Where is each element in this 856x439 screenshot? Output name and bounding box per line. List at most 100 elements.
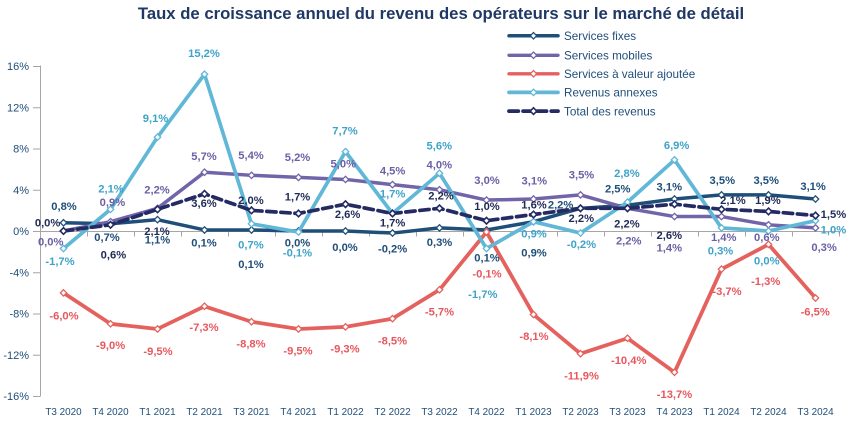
svg-text:4,0%: 4,0% <box>427 159 453 171</box>
svg-text:-6,0%: -6,0% <box>49 310 78 322</box>
svg-text:T1 2023: T1 2023 <box>515 407 552 418</box>
svg-text:0,0%: 0,0% <box>285 237 311 249</box>
svg-text:T2 2023: T2 2023 <box>562 407 599 418</box>
svg-text:0,0%: 0,0% <box>38 236 64 248</box>
svg-text:-3,7%: -3,7% <box>712 286 741 298</box>
svg-text:2,2%: 2,2% <box>428 190 454 202</box>
svg-text:2,1%: 2,1% <box>720 195 746 207</box>
svg-text:2,1%: 2,1% <box>98 183 124 195</box>
svg-text:8%: 8% <box>13 144 29 156</box>
svg-text:3,1%: 3,1% <box>522 176 548 188</box>
svg-text:2,6%: 2,6% <box>335 209 361 221</box>
svg-text:0,9%: 0,9% <box>521 248 547 260</box>
svg-text:-0,1%: -0,1% <box>472 268 501 280</box>
svg-text:T4 2022: T4 2022 <box>468 407 504 418</box>
svg-text:2,2%: 2,2% <box>548 199 574 211</box>
svg-text:T3 2024: T3 2024 <box>797 407 834 418</box>
svg-text:1,0%: 1,0% <box>821 225 847 237</box>
svg-text:-16%: -16% <box>3 391 29 403</box>
svg-text:T4 2023: T4 2023 <box>656 407 693 418</box>
svg-text:1,1%: 1,1% <box>145 235 171 247</box>
svg-text:-8%: -8% <box>9 309 29 321</box>
svg-text:-8,8%: -8,8% <box>236 339 265 351</box>
svg-text:0,6%: 0,6% <box>101 250 127 262</box>
svg-text:0,1%: 0,1% <box>238 259 264 271</box>
svg-text:T1 2021: T1 2021 <box>139 407 176 418</box>
svg-text:5,6%: 5,6% <box>427 140 453 152</box>
svg-text:1,9%: 1,9% <box>755 195 781 207</box>
svg-text:-0,2%: -0,2% <box>567 239 596 251</box>
svg-text:0,7%: 0,7% <box>238 239 264 251</box>
svg-text:15,2%: 15,2% <box>188 48 220 60</box>
svg-text:2,2%: 2,2% <box>144 185 170 197</box>
svg-text:1,4%: 1,4% <box>657 243 683 255</box>
svg-text:1,4%: 1,4% <box>711 232 737 244</box>
svg-text:2,0%: 2,0% <box>238 195 264 207</box>
svg-text:5,7%: 5,7% <box>191 151 217 163</box>
svg-text:-1,7%: -1,7% <box>468 289 497 301</box>
svg-text:1,7%: 1,7% <box>380 217 406 229</box>
svg-text:T2 2021: T2 2021 <box>186 407 223 418</box>
svg-text:1,7%: 1,7% <box>285 192 311 204</box>
svg-text:T4 2021: T4 2021 <box>280 407 317 418</box>
svg-text:9,1%: 9,1% <box>143 113 169 125</box>
svg-text:-9,0%: -9,0% <box>96 340 125 352</box>
svg-text:Taux de croissance annuel du r: Taux de croissance annuel du revenu des … <box>138 4 744 23</box>
svg-text:16%: 16% <box>7 61 29 73</box>
svg-text:-10,4%: -10,4% <box>611 355 646 367</box>
svg-text:5,2%: 5,2% <box>285 152 311 164</box>
svg-text:2,2%: 2,2% <box>614 219 640 231</box>
svg-text:-8,1%: -8,1% <box>519 331 548 343</box>
svg-text:T3 2023: T3 2023 <box>609 407 646 418</box>
svg-text:Services mobiles: Services mobiles <box>564 50 652 63</box>
svg-text:5,0%: 5,0% <box>331 158 357 170</box>
svg-text:-5,7%: -5,7% <box>425 307 454 319</box>
svg-text:0,3%: 0,3% <box>427 237 453 249</box>
svg-text:2,5%: 2,5% <box>605 184 631 196</box>
svg-text:1,0%: 1,0% <box>474 201 500 213</box>
svg-text:0,1%: 0,1% <box>474 253 500 265</box>
svg-text:1,5%: 1,5% <box>821 209 847 221</box>
svg-text:7,7%: 7,7% <box>332 126 358 138</box>
svg-text:T3 2021: T3 2021 <box>233 407 270 418</box>
svg-text:T1 2024: T1 2024 <box>703 407 740 418</box>
svg-text:T1 2022: T1 2022 <box>327 407 363 418</box>
svg-text:0,6%: 0,6% <box>754 232 780 244</box>
svg-text:-13,7%: -13,7% <box>657 389 692 401</box>
svg-text:0,9%: 0,9% <box>521 229 547 241</box>
svg-text:0,0%: 0,0% <box>35 218 61 230</box>
svg-text:3,0%: 3,0% <box>474 175 500 187</box>
svg-text:3,6%: 3,6% <box>191 198 217 210</box>
svg-text:T3 2020: T3 2020 <box>45 407 82 418</box>
svg-text:3,5%: 3,5% <box>710 175 736 187</box>
svg-text:-9,5%: -9,5% <box>143 346 172 358</box>
svg-text:2,2%: 2,2% <box>616 235 642 247</box>
svg-text:T2 2024: T2 2024 <box>750 407 787 418</box>
svg-text:2,2%: 2,2% <box>569 213 595 225</box>
svg-text:5,4%: 5,4% <box>238 150 264 162</box>
svg-text:3,1%: 3,1% <box>800 181 826 193</box>
svg-text:Services fixes: Services fixes <box>564 30 636 43</box>
svg-text:1,6%: 1,6% <box>521 199 547 211</box>
svg-text:2,1%: 2,1% <box>144 226 170 238</box>
svg-text:12%: 12% <box>7 102 29 114</box>
svg-text:Total des revenus: Total des revenus <box>564 105 656 118</box>
svg-text:0,3%: 0,3% <box>811 242 837 254</box>
svg-text:Revenus annexes: Revenus annexes <box>564 87 658 100</box>
svg-text:-9,3%: -9,3% <box>330 344 359 356</box>
svg-text:2,8%: 2,8% <box>614 168 640 180</box>
svg-text:0,0%: 0,0% <box>332 242 358 254</box>
svg-text:0%: 0% <box>13 226 29 238</box>
svg-text:T4 2020: T4 2020 <box>92 407 129 418</box>
svg-text:0,0%: 0,0% <box>754 256 780 268</box>
svg-text:0,3%: 0,3% <box>708 246 734 258</box>
svg-text:4,5%: 4,5% <box>380 165 406 177</box>
svg-text:Services à valeur ajoutée: Services à valeur ajoutée <box>564 68 695 81</box>
svg-text:-11,9%: -11,9% <box>564 370 599 382</box>
svg-text:-1,3%: -1,3% <box>751 276 780 288</box>
svg-text:-1,7%: -1,7% <box>45 256 74 268</box>
svg-text:4%: 4% <box>13 185 29 197</box>
svg-text:2,6%: 2,6% <box>657 230 683 242</box>
svg-text:-8,5%: -8,5% <box>378 335 407 347</box>
svg-text:3,5%: 3,5% <box>753 175 779 187</box>
